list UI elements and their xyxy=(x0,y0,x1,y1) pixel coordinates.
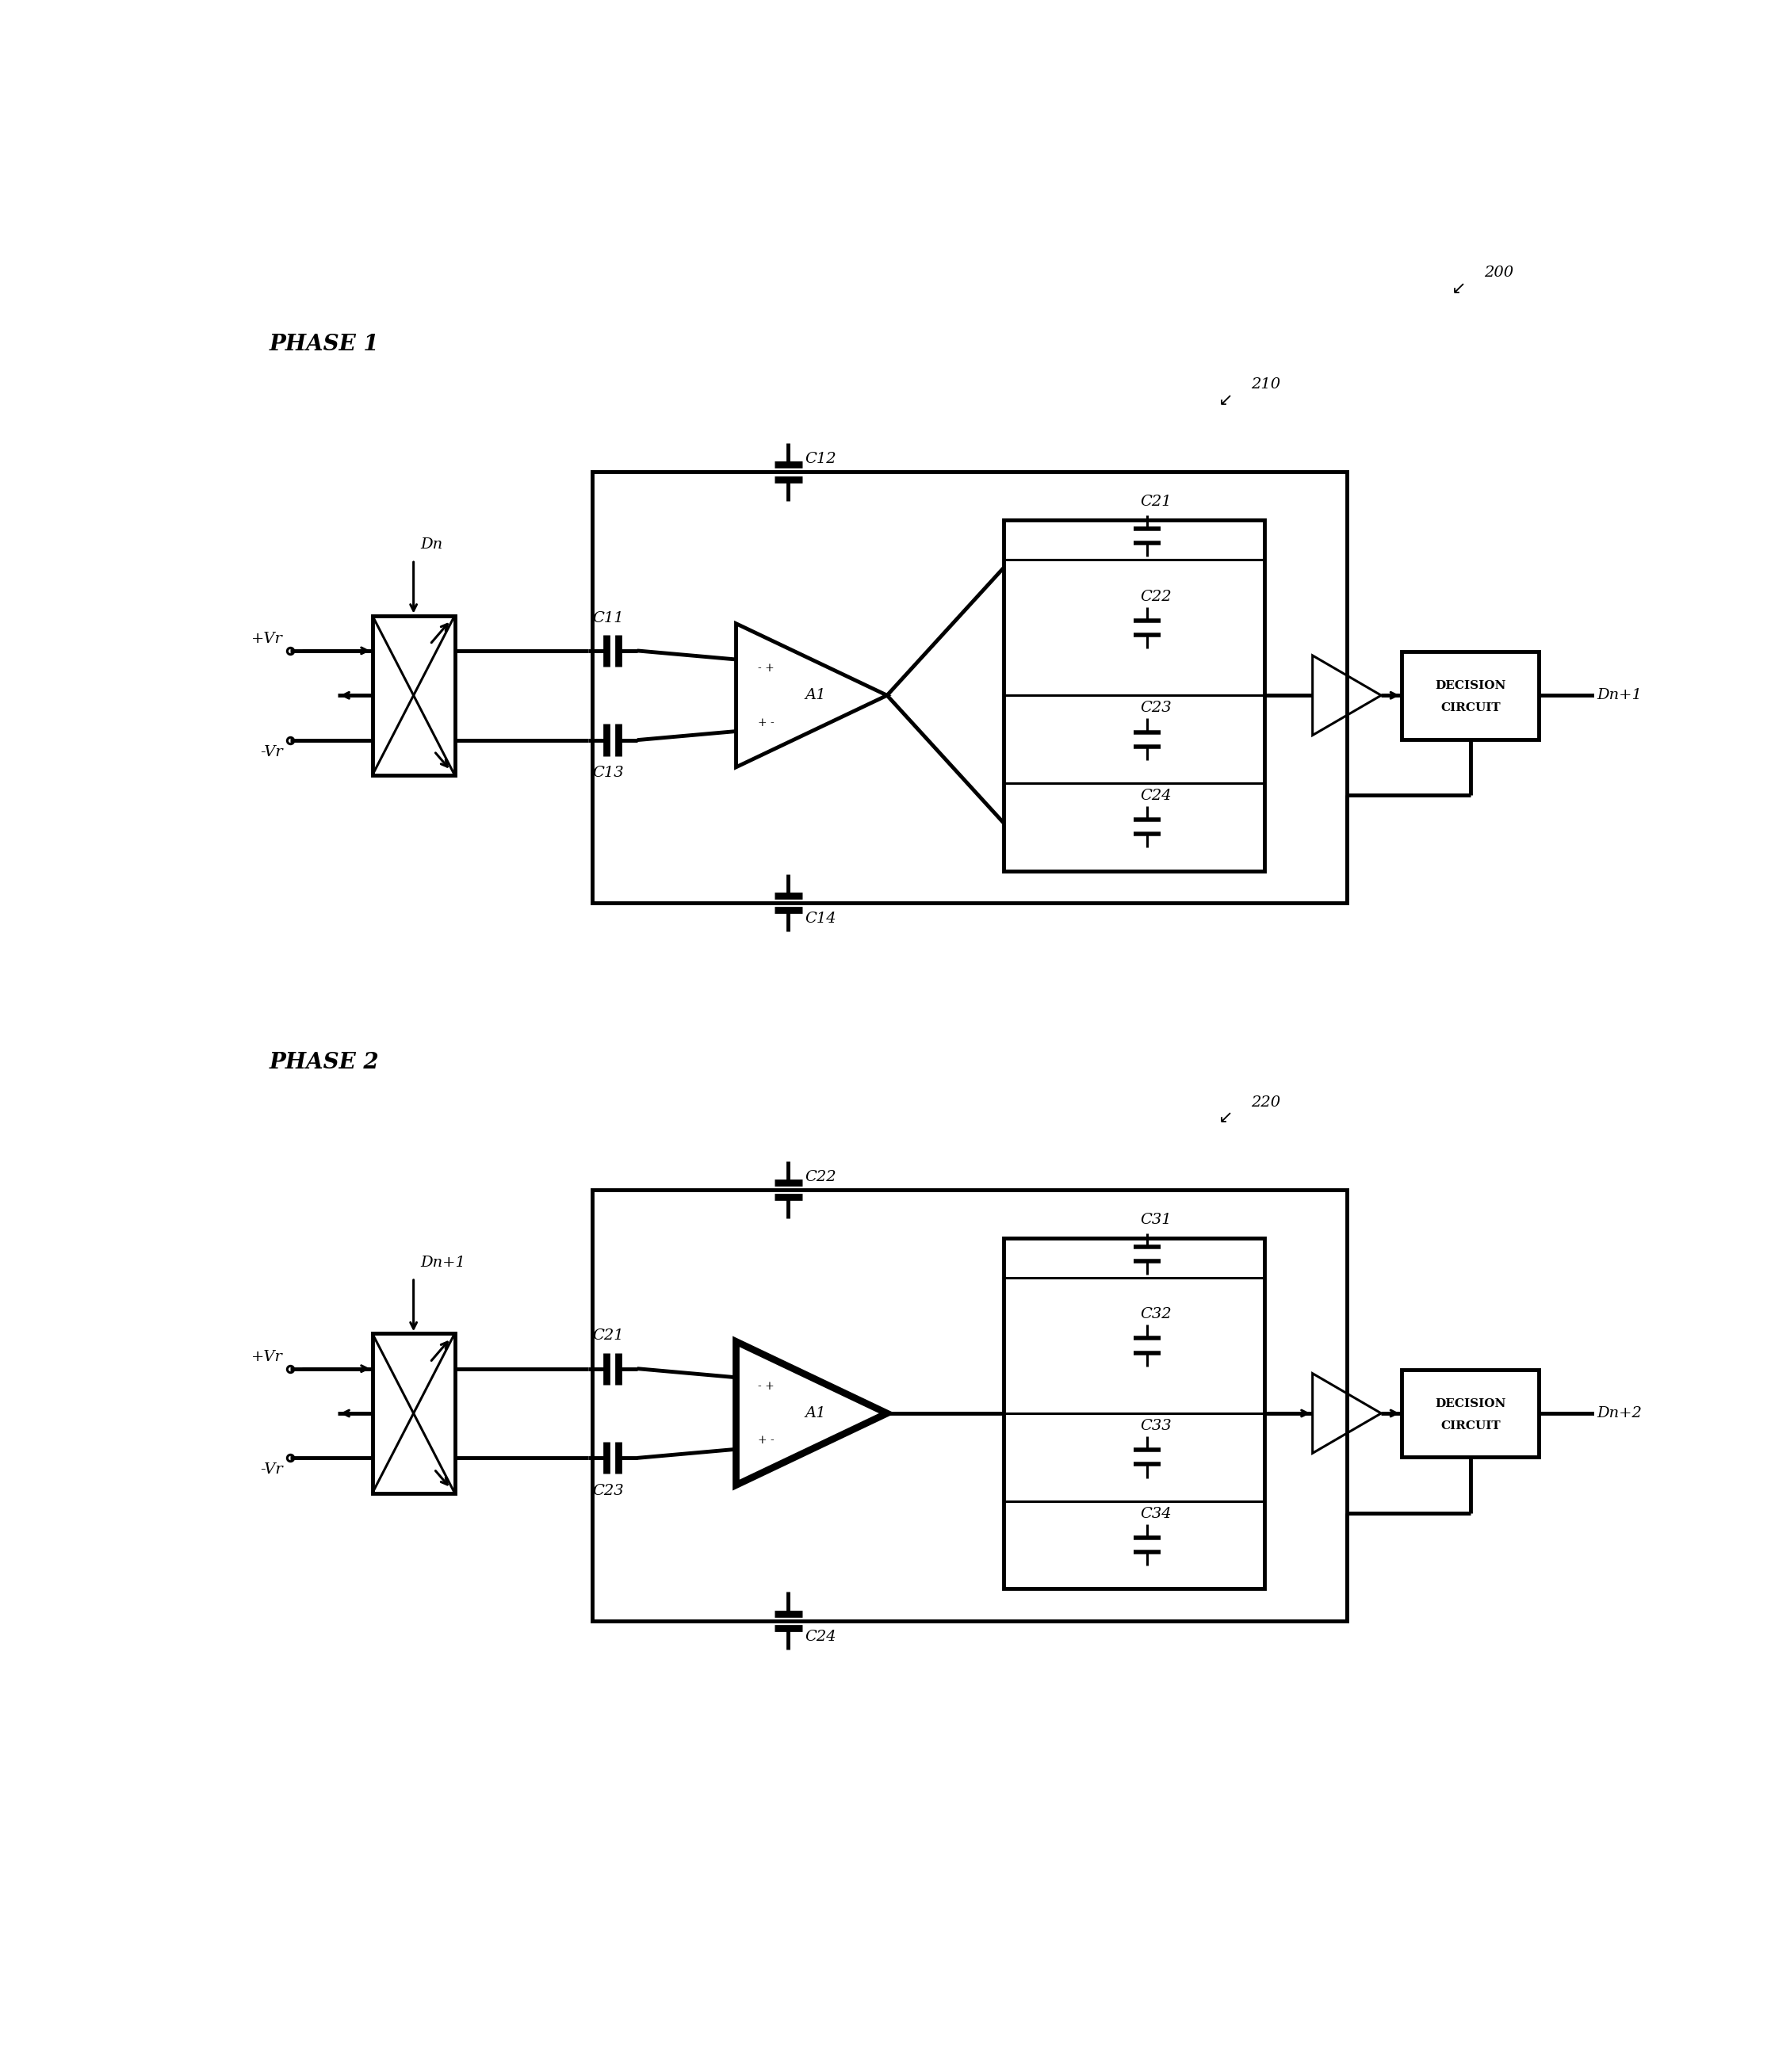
Text: C12: C12 xyxy=(804,452,836,466)
Text: - +: - + xyxy=(758,663,774,673)
Text: 220: 220 xyxy=(1250,1096,1280,1109)
Text: C31: C31 xyxy=(1141,1212,1172,1227)
Bar xyxy=(1004,520,1264,870)
Bar xyxy=(592,1189,1348,1620)
Text: CIRCUIT: CIRCUIT xyxy=(1440,1421,1500,1432)
Bar xyxy=(372,1334,455,1494)
Text: + -: + - xyxy=(758,1436,774,1446)
Bar xyxy=(1403,651,1539,740)
Text: +Vr: +Vr xyxy=(251,1349,283,1363)
Bar xyxy=(1403,1370,1539,1457)
Text: $\mathsf{\swarrow}$: $\mathsf{\swarrow}$ xyxy=(1215,1111,1233,1125)
Text: DECISION: DECISION xyxy=(1435,1399,1505,1409)
Text: -Vr: -Vr xyxy=(260,744,283,758)
Text: C34: C34 xyxy=(1141,1506,1172,1521)
Text: DECISION: DECISION xyxy=(1435,680,1505,692)
Bar xyxy=(592,472,1348,903)
Text: 200: 200 xyxy=(1484,265,1514,280)
Text: PHASE 1: PHASE 1 xyxy=(269,334,379,354)
Text: CIRCUIT: CIRCUIT xyxy=(1440,702,1500,713)
Text: +Vr: +Vr xyxy=(251,632,283,646)
Text: Dn: Dn xyxy=(420,537,443,551)
Text: C24: C24 xyxy=(804,1629,836,1643)
Text: Dn+2: Dn+2 xyxy=(1597,1407,1642,1421)
Text: C11: C11 xyxy=(593,611,623,626)
Text: C23: C23 xyxy=(593,1484,623,1498)
Text: + -: + - xyxy=(758,717,774,727)
Text: Dn+1: Dn+1 xyxy=(420,1256,466,1270)
Text: Dn+1: Dn+1 xyxy=(1597,688,1642,702)
Text: C21: C21 xyxy=(593,1328,623,1343)
Text: $\mathsf{\swarrow}$: $\mathsf{\swarrow}$ xyxy=(1215,392,1233,408)
Text: $\mathsf{\swarrow}$: $\mathsf{\swarrow}$ xyxy=(1449,280,1465,296)
Text: C23: C23 xyxy=(1141,700,1172,715)
Bar xyxy=(1004,1237,1264,1589)
Text: C14: C14 xyxy=(804,912,836,926)
Text: PHASE 2: PHASE 2 xyxy=(269,1053,379,1073)
Text: C24: C24 xyxy=(1141,789,1172,804)
Text: C21: C21 xyxy=(1141,495,1172,510)
Text: C22: C22 xyxy=(1141,588,1172,603)
Text: -Vr: -Vr xyxy=(260,1463,283,1477)
Text: C33: C33 xyxy=(1141,1419,1172,1434)
Text: C32: C32 xyxy=(1141,1307,1172,1322)
Text: - +: - + xyxy=(758,1380,774,1392)
Bar xyxy=(372,615,455,775)
Text: C22: C22 xyxy=(804,1171,836,1185)
Text: 210: 210 xyxy=(1250,377,1280,392)
Text: A1: A1 xyxy=(806,688,827,702)
Text: A1: A1 xyxy=(806,1407,827,1421)
Text: C13: C13 xyxy=(593,765,623,779)
